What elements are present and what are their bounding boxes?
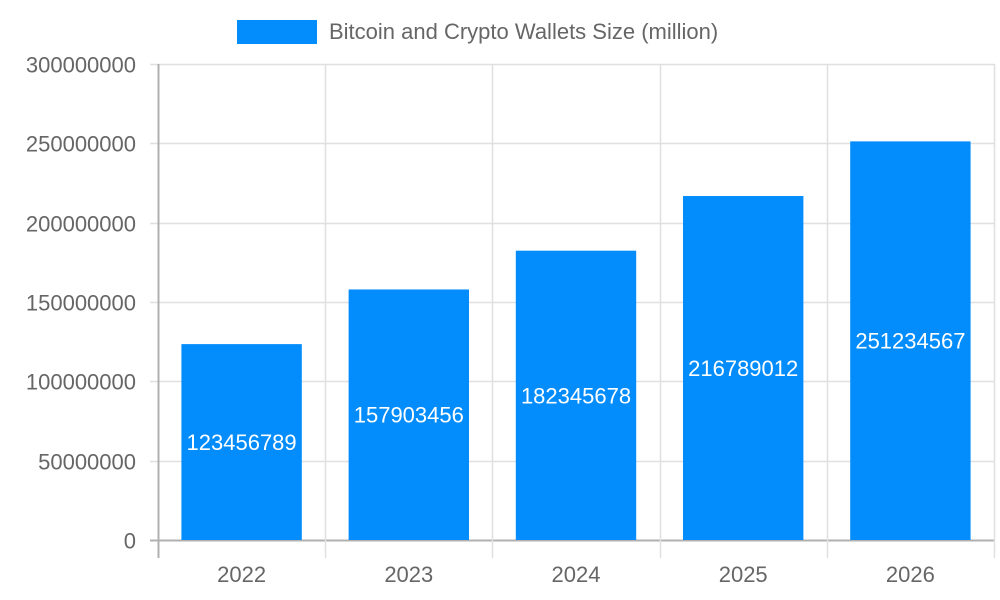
y-axis: 0 50000000 100000000 150000000 200000000 2500… <box>26 53 136 554</box>
x-tick-label: 2023 <box>384 562 433 587</box>
x-tick-label: 2022 <box>217 562 266 587</box>
legend-label: Bitcoin and Crypto Wallets Size (million… <box>329 19 719 44</box>
x-tick-label: 2024 <box>552 562 601 587</box>
bar-value-label: 216789012 <box>688 356 798 381</box>
bar-2026[interactable] <box>850 141 971 540</box>
y-tick-label: 200000000 <box>26 212 136 237</box>
bar-value-label: 123456789 <box>187 430 297 455</box>
legend-swatch <box>237 20 317 44</box>
y-tick-label: 150000000 <box>26 291 136 316</box>
bar-value-label: 157903456 <box>354 403 464 428</box>
bar-value-label: 182345678 <box>521 383 631 408</box>
bar-2025[interactable] <box>683 196 804 540</box>
bars: 123456789 157903456 182345678 216789012 2512… <box>181 141 971 540</box>
bar-2022[interactable] <box>181 344 302 540</box>
bar-value-label: 251234567 <box>855 329 965 354</box>
y-tick-label: 100000000 <box>26 370 136 395</box>
x-tick-label: 2025 <box>719 562 768 587</box>
bar-2023[interactable] <box>348 289 469 540</box>
y-tick-label: 50000000 <box>38 450 136 475</box>
grid-lines <box>150 63 996 558</box>
y-tick-label: 300000000 <box>26 53 136 78</box>
x-axis: 2022 2023 2024 2025 2026 <box>217 562 935 587</box>
bar-2024[interactable] <box>515 250 637 540</box>
y-tick-label: 0 <box>124 529 136 554</box>
x-tick-label: 2026 <box>886 562 935 587</box>
chart-legend[interactable]: Bitcoin and Crypto Wallets Size (million… <box>237 18 718 46</box>
y-tick-label: 250000000 <box>26 132 136 157</box>
